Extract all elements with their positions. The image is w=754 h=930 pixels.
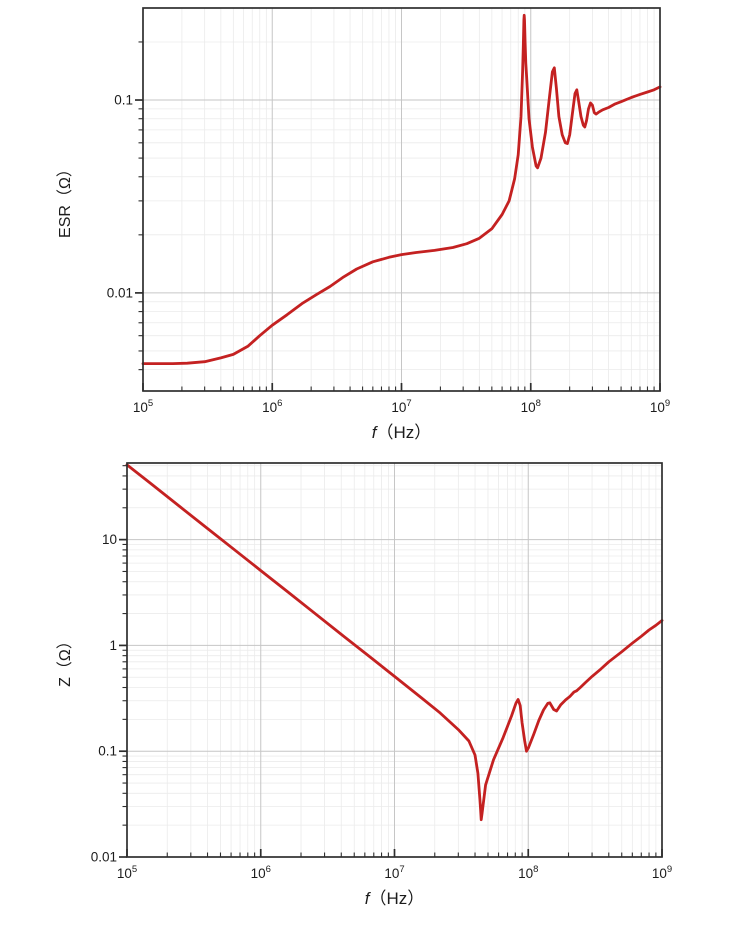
y-axis-title: ESR（Ω） bbox=[56, 161, 74, 238]
x-tick-label: 106 bbox=[262, 398, 282, 415]
x-tick-label: 108 bbox=[518, 864, 538, 881]
y-tick-label: 0.01 bbox=[107, 285, 133, 300]
x-tick-label: 107 bbox=[391, 398, 411, 415]
y-tick-label: 0.1 bbox=[98, 744, 117, 759]
x-axis-title: f（Hz） bbox=[372, 423, 432, 442]
grid-major bbox=[127, 463, 662, 857]
x-tick-label: 106 bbox=[251, 864, 271, 881]
axis-ticks bbox=[135, 41, 661, 391]
grid-minor bbox=[143, 8, 660, 391]
x-tick-label: 105 bbox=[133, 398, 153, 415]
y-axis-title: Z（Ω） bbox=[56, 633, 74, 687]
y-tick-label: 0.1 bbox=[114, 93, 133, 108]
esr-curve bbox=[141, 13, 662, 365]
x-tick-label: 109 bbox=[650, 398, 670, 415]
z-curve bbox=[125, 463, 664, 822]
y-tick-label: 10 bbox=[102, 532, 117, 547]
y-tick-label: 1 bbox=[109, 638, 117, 653]
x-tick-label: 107 bbox=[384, 864, 404, 881]
x-tick-label: 105 bbox=[117, 864, 137, 881]
impedance-vs-frequency-chart: 105 106 107 108 109 0.01 0.1 1 10 f（Hz） Z（Ω） bbox=[56, 462, 672, 908]
x-tick-label: 109 bbox=[652, 864, 672, 881]
y-tick-label: 0.01 bbox=[91, 850, 117, 865]
x-axis-title: f（Hz） bbox=[365, 889, 425, 908]
x-tick-label: 108 bbox=[521, 398, 541, 415]
axis-ticks bbox=[119, 465, 663, 858]
esr-vs-frequency-chart: 105 106 107 108 109 0.01 0.1 f（Hz） ESR（Ω） bbox=[56, 7, 670, 442]
